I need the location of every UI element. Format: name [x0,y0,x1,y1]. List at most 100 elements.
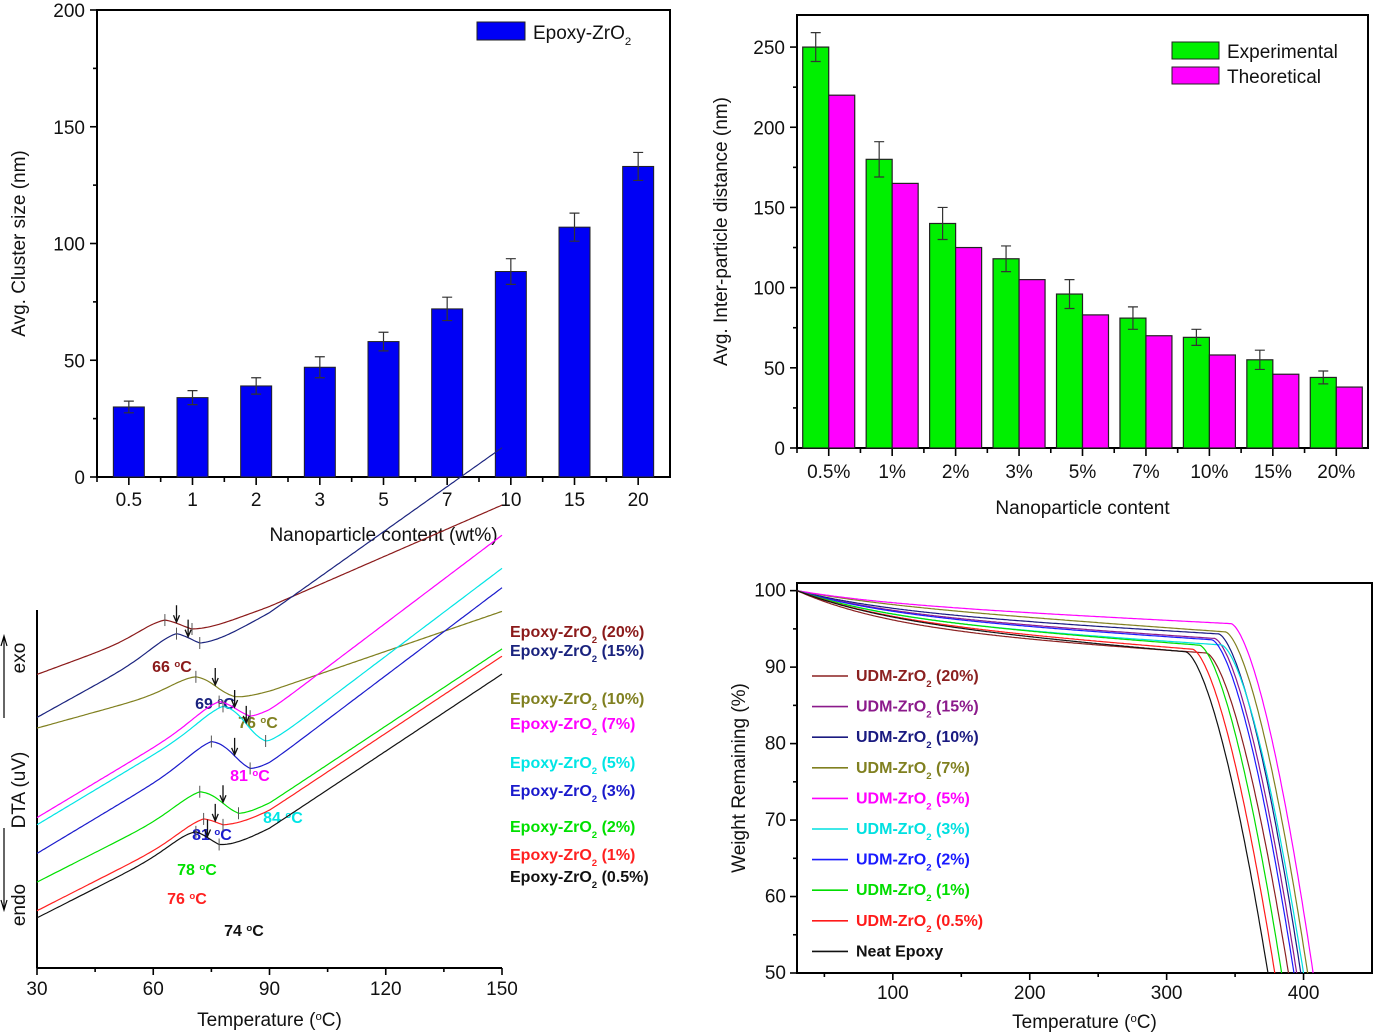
error-bar [633,151,644,182]
tg-label-part: C [195,891,207,908]
series-label-part: Epoxy-ZrO [510,691,592,708]
y-tick-label: 50 [764,359,785,380]
tg-label-part: o [246,923,252,934]
x-tick-label: 1% [878,462,906,483]
dta-curve [36,447,503,718]
series-label-part: Epoxy-ZrO [510,755,592,772]
tg-label-part: 74 [224,923,246,940]
bar-theoretical [1018,279,1046,449]
x-axis-title: Temperature (oC) [1012,1012,1157,1032]
tg-label: 76 oC [238,715,278,733]
tg-arrow-icon [184,619,192,639]
legend-label-part: Neat Epoxy [856,943,943,960]
bar [622,165,655,478]
legend-label-part: 2 [625,36,631,48]
tg-label-part: 81 [230,768,252,785]
series-label: Epoxy-ZrO2 (15%) [510,643,644,665]
legend-label-part: 2 [926,832,931,843]
legend-label-part: (5%) [932,790,970,807]
legend-label: Epoxy-ZrO2 [533,23,631,48]
tga-curve [796,590,1295,974]
dta-curve [36,655,503,912]
tg-label: 78 oC [177,862,217,880]
legend-label: UDM-ZrO2 (10%) [856,729,979,751]
series-label-part: 2 [592,654,597,665]
x-tick-label: 0.5 [116,490,142,511]
series-label-part: 2 [592,880,597,891]
legend-label-part: 2 [926,923,931,934]
x-tick-label: 400 [1288,983,1320,1004]
y-tick-label: 100 [753,279,785,300]
bar-theoretical [891,182,919,449]
x-tick-label: 20 [628,490,649,511]
bar-experimental [929,222,957,449]
series-label: Epoxy-ZrO2 (7%) [510,716,635,738]
plot-frame [796,582,1373,974]
x-axis-title: Nanoparticle content (wt%) [269,525,497,546]
dta-curve [36,648,503,883]
y-tick-label: 150 [53,118,85,139]
tg-arrow-icon [219,785,227,804]
tga-curve [796,590,1298,974]
series-label-part: (15%) [597,643,644,660]
series-label-part: Epoxy-ZrO [510,624,592,641]
exo-arrow-icon [0,633,8,718]
y-axis-title: Weight Remaining (%) [729,683,750,873]
legend-label: UDM-ZrO2 (2%) [856,852,970,874]
error-bar [442,296,453,322]
legend-swatch [1171,66,1220,85]
legend-label-part: (15%) [932,699,979,716]
tga-curve [796,590,1269,974]
y-tick-label: 200 [53,1,85,22]
dta-curve [36,610,503,729]
y-tick-label: 0 [774,439,785,460]
tg-arrow-icon [211,803,219,823]
legend-label: UDM-ZrO2 (3%) [856,821,970,843]
chart-tga: 50 60 70 80 90 100 100 200 300 400 Temperature (oC… [729,581,1373,1032]
bar-experimental [1246,359,1274,449]
dta-curve [36,587,503,854]
tg-label-part: o [214,827,220,838]
tg-label-part: o [252,768,258,779]
y-tick-label: 200 [753,118,785,139]
tg-label-part: o [260,715,266,726]
tg-label-part: 76 [238,715,260,732]
series-label: Epoxy-ZrO2 (1%) [510,847,635,869]
y-tick-label: 50 [765,963,786,984]
x-axis-title: Temperature (oC) [197,1010,342,1031]
error-bar [1001,245,1012,273]
legend-label: UDM-ZrO2 (7%) [856,760,970,782]
tg-label: 81 oC [230,768,270,786]
legend-label-part: UDM-ZrO [856,668,926,685]
series-label-part: 2 [592,766,597,777]
x-tick-label: 10% [1190,462,1228,483]
series-label-part: (7%) [597,716,635,733]
series-label-part: 2 [592,858,597,869]
legend-label-part: UDM-ZrO [856,699,926,716]
error-bar [569,212,580,242]
tg-label-part: 76 [167,891,189,908]
error-bar [251,377,262,395]
bar [494,271,527,478]
bar-theoretical [1272,373,1300,449]
legend-label-part: (2%) [932,852,970,869]
legend-label-part: 2 [926,862,931,873]
x-tick-label: 200 [1014,983,1046,1004]
series-label-part: (5%) [597,755,635,772]
legend-label: Theoretical [1227,67,1321,88]
tg-label-part: 66 [152,659,174,676]
x-tick-label: 100 [877,983,909,1004]
legend-swatch [1171,41,1220,60]
error-bar [1191,328,1202,346]
series-label-part: 2 [592,635,597,646]
series-label-part: (0.5%) [597,869,649,886]
series-label-part: Epoxy-ZrO [510,716,592,733]
tga-curve [796,590,1314,974]
tg-label: 81 oC [192,827,232,845]
tg-arrow-icon [211,667,219,687]
tg-label-part: C [180,659,192,676]
bar [367,341,400,478]
tga-curve [796,590,1283,974]
y-axis-title: DTA (uV) [9,752,30,829]
bar [431,308,464,478]
